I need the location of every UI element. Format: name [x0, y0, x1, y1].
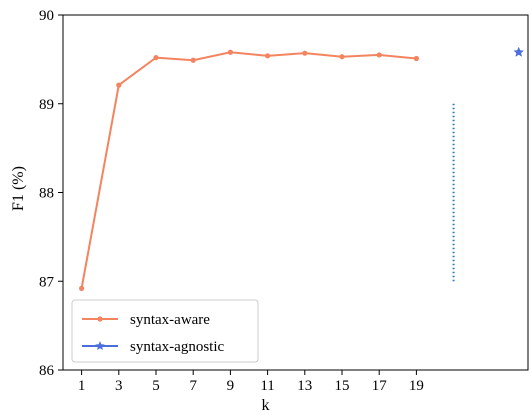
x-tick-label: 15 [335, 378, 350, 394]
data-point [302, 50, 308, 56]
y-tick-label: 88 [39, 186, 54, 202]
data-point [79, 285, 85, 291]
legend-marker [97, 316, 103, 322]
data-point [339, 54, 345, 60]
x-tick-label: 9 [227, 378, 235, 394]
data-point [376, 52, 382, 58]
x-tick-label: 5 [152, 378, 160, 394]
data-point [265, 53, 271, 59]
x-tick-label: 3 [115, 378, 123, 394]
legend-marker-star [95, 341, 105, 351]
legend-label: syntax-agnostic [130, 339, 224, 355]
data-point [227, 49, 233, 55]
y-tick-label: 90 [39, 8, 54, 24]
y-tick-label: 86 [39, 363, 55, 379]
series-line-1 [80, 51, 417, 289]
y-axis-label: F1 (%) [10, 166, 27, 211]
legend-label: syntax-aware [130, 312, 210, 328]
data-point [116, 82, 122, 88]
data-point-star [513, 46, 525, 57]
data-point [190, 57, 196, 63]
x-tick-label: 13 [297, 378, 312, 394]
y-tick-label: 89 [39, 97, 54, 113]
legend: syntax-aware syntax-agnostic [71, 299, 259, 363]
x-tick-label: 17 [372, 378, 388, 394]
x-tick-label: 11 [260, 378, 274, 394]
x-axis-label: k [262, 397, 270, 414]
x-tick-label: 1 [78, 378, 86, 394]
x-tick-label: 7 [189, 378, 197, 394]
y-tick-label: 87 [39, 274, 55, 290]
x-tick-label: 19 [409, 378, 424, 394]
data-point [153, 55, 159, 61]
plot-area [62, 14, 529, 371]
legend-box [71, 299, 259, 363]
data-point [413, 55, 419, 62]
